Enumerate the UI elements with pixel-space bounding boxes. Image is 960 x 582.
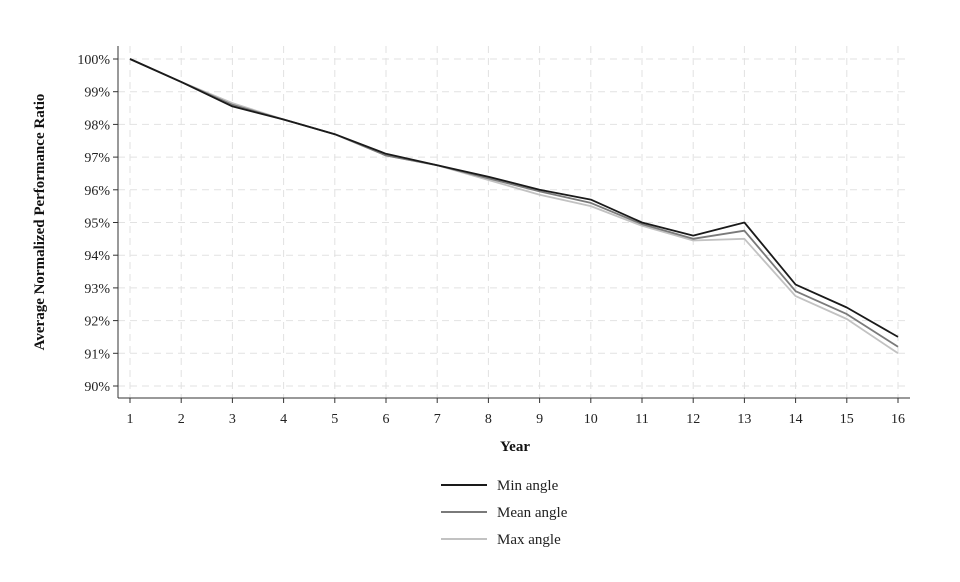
- x-tick-label: 3: [229, 412, 236, 427]
- x-tick-label: 13: [737, 412, 751, 427]
- series-lines: [129, 58, 899, 355]
- legend: Min angle Mean angle Max angle: [441, 478, 568, 548]
- x-tick-label: 4: [280, 412, 287, 427]
- x-tick-label: 5: [331, 412, 338, 427]
- x-tick-label: 6: [383, 412, 390, 427]
- x-tick-label: 7: [434, 412, 441, 427]
- series-line-min-angle: [129, 58, 899, 338]
- series-line-max-angle: [129, 58, 899, 355]
- x-tick-label: 2: [178, 412, 185, 427]
- y-tick-label: 96%: [84, 184, 110, 199]
- grid: [118, 46, 910, 398]
- legend-label: Min angle: [497, 478, 559, 494]
- x-tick-label: 16: [891, 412, 905, 427]
- x-tick-label: 9: [536, 412, 543, 427]
- y-tick-label: 100%: [77, 53, 110, 68]
- x-tick-label: 8: [485, 412, 492, 427]
- legend-label: Mean angle: [497, 505, 568, 521]
- y-tick-label: 91%: [84, 347, 110, 362]
- series-line-mean-angle: [129, 58, 899, 348]
- y-axis-title: Average Normalized Performance Ratio: [32, 94, 48, 351]
- y-tick-label: 95%: [84, 217, 110, 232]
- axes: [113, 46, 910, 403]
- y-tick-label: 94%: [84, 249, 110, 264]
- y-tick-label: 93%: [84, 282, 110, 297]
- tick-labels: 90%91%92%93%94%95%96%97%98%99%100%1 2 3 4 5 6…: [77, 53, 905, 427]
- y-tick-label: 99%: [84, 86, 110, 101]
- x-tick-label: 14: [789, 412, 803, 427]
- x-axis-title: Year: [500, 439, 530, 455]
- x-tick-label: 11: [635, 412, 648, 427]
- legend-label: Max angle: [497, 532, 561, 548]
- x-tick-label: 1: [127, 412, 134, 427]
- y-tick-label: 92%: [84, 315, 110, 330]
- x-tick-label: 12: [686, 412, 700, 427]
- y-tick-label: 97%: [84, 151, 110, 166]
- x-tick-label: 10: [584, 412, 598, 427]
- y-tick-label: 90%: [84, 380, 110, 395]
- x-tick-label: 15: [840, 412, 854, 427]
- y-tick-label: 98%: [84, 118, 110, 133]
